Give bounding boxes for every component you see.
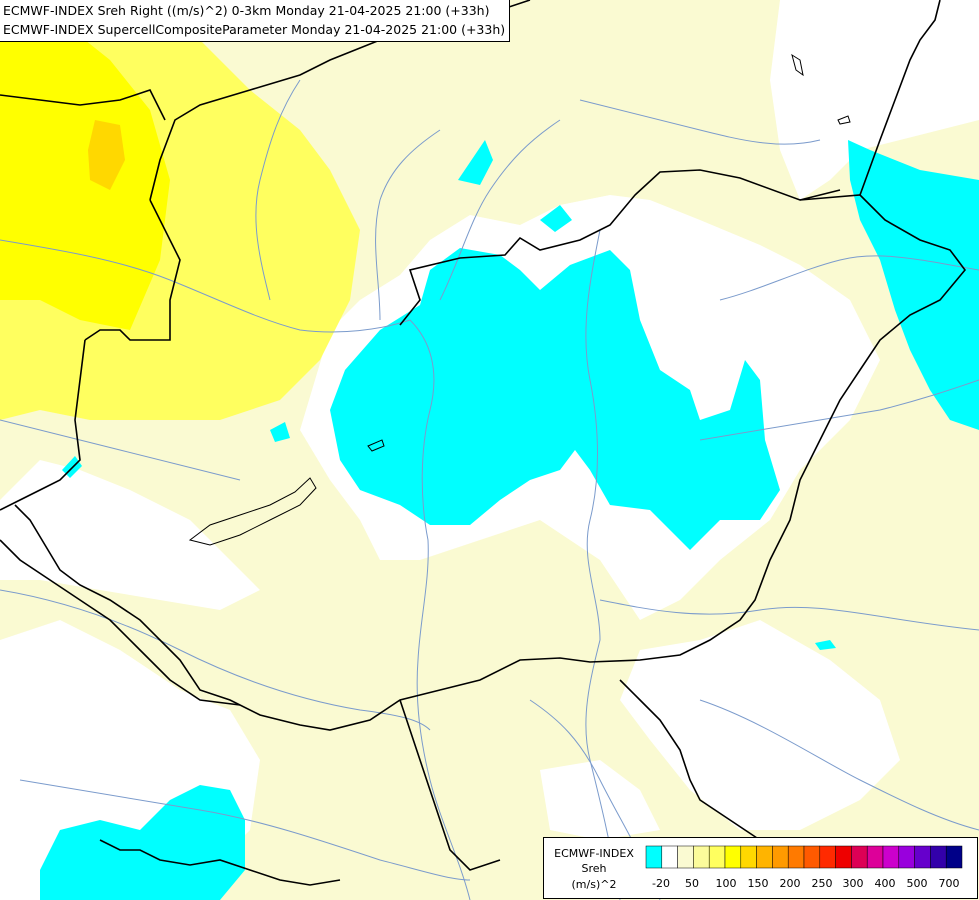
legend-tick-label: 200 [780,877,801,890]
river-hron [439,119,561,301]
cyan-spot-east [815,640,836,650]
lake-east [837,115,851,125]
border-hungary [14,169,967,731]
cyan-zone-central [330,248,780,550]
legend-tick-label: 150 [748,877,769,890]
border-austria-slovenia [0,339,86,511]
legend-tick-label: 100 [716,877,737,890]
map-titles: ECMWF-INDEX Sreh Right ((m/s)^2) 0-3km M… [0,0,511,42]
legend-swatch [661,845,678,869]
legend-swatch [882,845,900,869]
legend-tick-label: 400 [875,877,896,890]
border-ukraine [859,0,941,196]
border-slovakia-ukraine [799,189,841,201]
cyan-zone-southwest [40,785,245,900]
legend-swatch [803,845,821,869]
legend-swatch [914,845,931,869]
lake-balaton [188,477,317,546]
border-croatia [0,539,241,706]
legend-tick-labels: -20 50 100 150 200 250 300 400 500 700 [652,877,959,890]
rivers [0,79,979,900]
border-austria-slovakia [84,199,181,341]
river-somes [699,379,979,441]
river-sava [19,779,471,881]
legend-swatch [724,845,742,869]
legend-swatch [645,845,663,869]
legend-colorbar: -20 50 100 150 200 250 300 400 500 700 [645,845,963,890]
legend-swatch [819,845,836,869]
legend-swatch [740,845,757,869]
legend-tick-label: 300 [843,877,864,890]
cyan-spot-north-2 [540,205,572,232]
legend-unit: (m/s)^2 [571,878,617,891]
river-east-2 [699,699,979,831]
legend-title: ECMWF-INDEX [554,847,634,860]
river-danube [0,239,471,900]
gold-spot [88,120,125,190]
river-morava [255,79,301,301]
legend-swatch [945,845,963,869]
cyan-spot-west [270,422,290,442]
title-line-1: ECMWF-INDEX Sreh Right ((m/s)^2) 0-3km M… [3,3,490,18]
legend-tick-label: 50 [685,877,699,890]
legend-swatch [930,845,947,869]
legend-tick-label: 700 [939,877,960,890]
border-serbia [399,699,501,871]
legend-tick-label: 250 [812,877,833,890]
cyan-zone-northeast [848,140,979,430]
lake-small [367,439,385,452]
river-mures [599,599,979,631]
river-tisza [585,229,621,900]
legend-swatch [677,845,694,869]
white-zone-west [0,460,260,610]
color-legend: ECMWF-INDEX Sreh (m/s)^2 -20 50 100 150 200 2… [543,837,978,899]
river-drava [0,589,431,731]
lake-north [791,53,804,77]
legend-swatch [835,845,852,869]
white-zone-east [770,0,979,200]
river-vah [375,129,441,321]
legend-swatch [772,845,789,869]
legend-swatches [645,845,963,869]
title-line-2: ECMWF-INDEX SupercellCompositeParameter … [3,22,506,37]
legend-swatch [708,845,726,869]
legend-tick-label: -20 [652,877,670,890]
legend-swatch [787,845,805,869]
border-bosnia [99,839,341,886]
legend-swatch [851,845,868,869]
legend-tick-label: 500 [907,877,928,890]
cyan-spot-north [458,140,493,185]
legend-swatch [693,845,710,869]
legend-swatch [898,845,915,869]
river-north-1 [579,99,821,145]
legend-swatch [866,845,884,869]
legend-variable: Sreh [581,862,607,875]
legend-swatch [756,845,773,869]
border-austria-czech [0,89,166,121]
river-east-1 [719,255,979,301]
border-romania-serbia [619,679,761,841]
river-rhine-west [0,419,241,481]
